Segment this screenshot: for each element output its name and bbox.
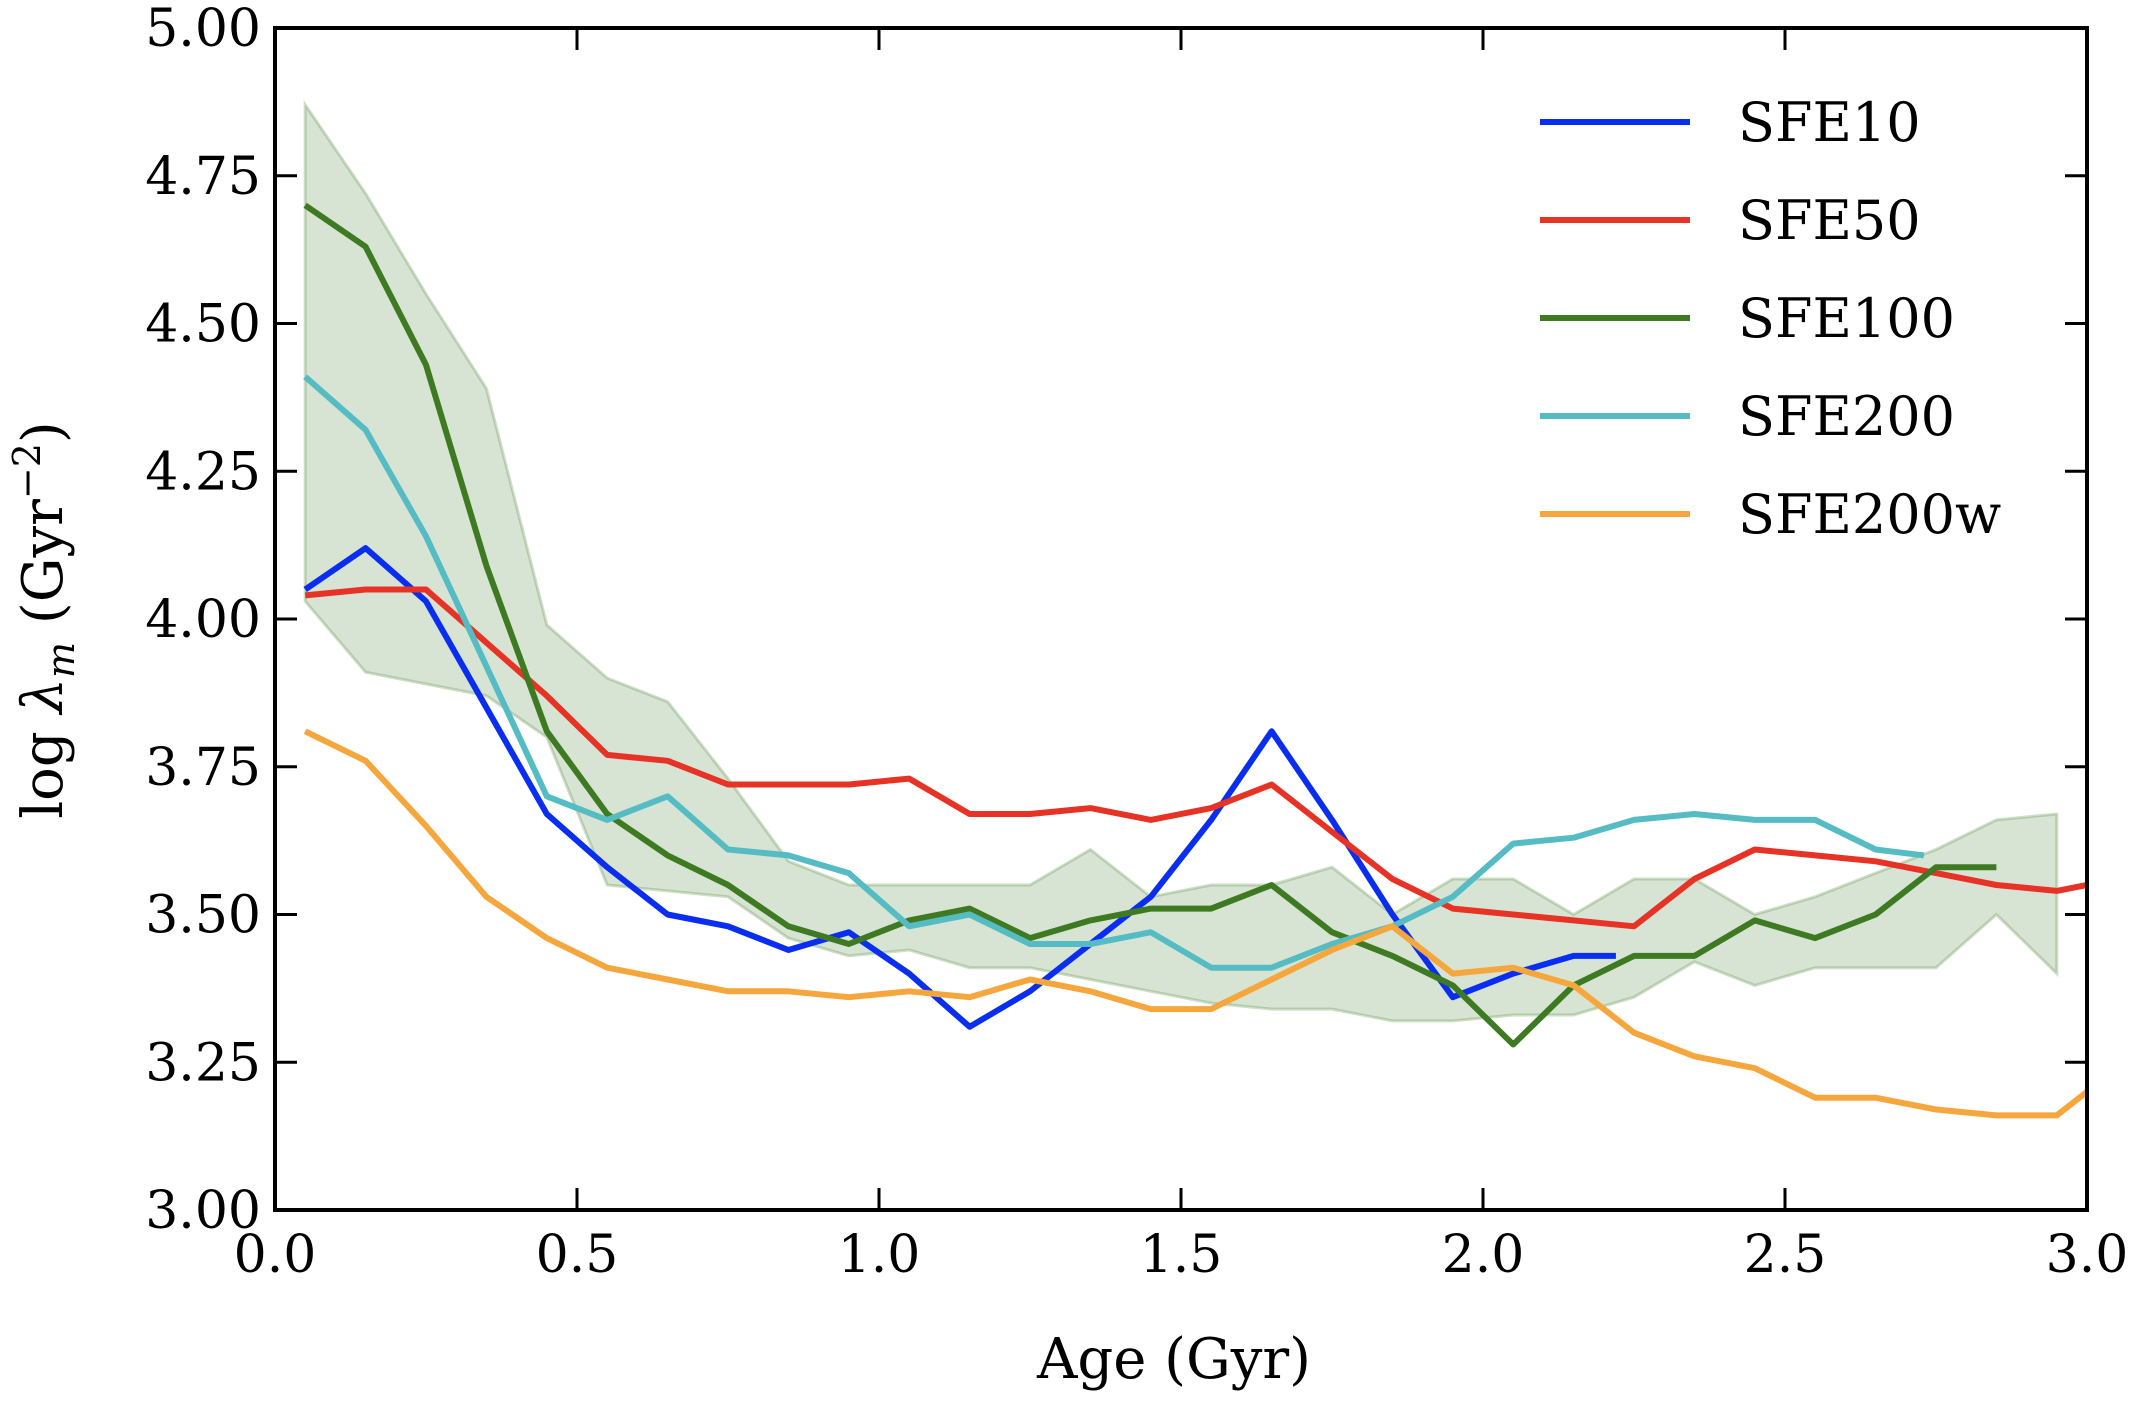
x-tick-label: 0.5 xyxy=(536,1225,619,1285)
x-tick-label: 2.5 xyxy=(1744,1225,1827,1285)
x-axis-title: Age (Gyr) xyxy=(1036,1327,1311,1392)
plot-frame xyxy=(273,26,2089,1212)
y-axis-title-log: log xyxy=(11,713,76,818)
y-tick-label: 3.00 xyxy=(145,1181,261,1241)
y-axis-title-superscript: −2 xyxy=(5,443,49,499)
series-line-sfe200 xyxy=(303,374,1925,971)
x-tick-label: 3.0 xyxy=(2046,1225,2129,1285)
series-layer xyxy=(303,202,2089,1119)
legend: SFE10 SFE50 SFE100 SFE200 SFE200w xyxy=(1540,91,2001,546)
y-tick-labels: 3.00 3.25 3.50 3.75 4.00 4.25 4.50 4.75 5.00 xyxy=(145,0,261,1241)
y-tick-label: 3.75 xyxy=(145,738,261,798)
legend-label-sfe200w: SFE200w xyxy=(1738,483,2001,546)
y-axis-title-unit: (Gyr xyxy=(11,499,76,642)
x-tick-label: 1.5 xyxy=(1140,1225,1223,1285)
y-tick-label: 4.75 xyxy=(145,147,261,207)
x-tick-label: 0.0 xyxy=(234,1225,317,1285)
y-tick-label: 4.25 xyxy=(145,442,261,502)
series-line-sfe100 xyxy=(303,202,1997,1048)
y-tick-label: 4.00 xyxy=(145,590,261,650)
legend-label-sfe10: SFE10 xyxy=(1738,91,1921,154)
y-axis-title: log λm (Gyr−2) xyxy=(5,421,83,819)
confidence-band xyxy=(303,99,2059,1023)
x-tick-label: 2.0 xyxy=(1442,1225,1525,1285)
confidence-band-layer xyxy=(303,99,2059,1023)
legend-label-sfe100: SFE100 xyxy=(1738,287,1955,350)
y-axis-title-subscript: m xyxy=(39,642,83,678)
y-tick-label: 5.00 xyxy=(145,0,261,59)
y-axis-title-close: ) xyxy=(11,421,76,443)
legend-label-sfe50: SFE50 xyxy=(1738,189,1921,252)
y-tick-label: 3.25 xyxy=(145,1033,261,1093)
legend-label-sfe200: SFE200 xyxy=(1738,385,1955,448)
x-tick-labels: 0.0 0.5 1.0 1.5 2.0 2.5 3.0 xyxy=(234,1225,2129,1285)
y-tick-label: 3.50 xyxy=(145,886,261,946)
series-line-sfe50 xyxy=(304,586,2088,930)
y-tick-label: 4.50 xyxy=(145,295,261,355)
series-line-sfe200w xyxy=(303,728,2089,1119)
y-axis-title-lambda: λ xyxy=(11,678,76,716)
x-tick-label: 1.0 xyxy=(838,1225,921,1285)
